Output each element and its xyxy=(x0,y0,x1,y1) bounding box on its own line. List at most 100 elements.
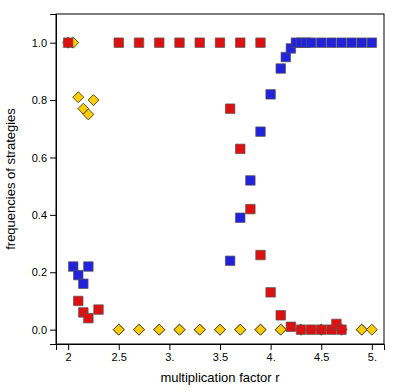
square-point xyxy=(306,38,315,47)
square-point xyxy=(266,288,275,297)
diamond-point xyxy=(316,324,327,335)
square-point xyxy=(281,52,290,61)
diamond-point xyxy=(356,324,367,335)
tick-label: 0.0 xyxy=(32,324,47,336)
series xyxy=(63,37,378,335)
tick-label: 0.6 xyxy=(32,151,47,163)
tick-label: 4.5 xyxy=(314,351,329,363)
square-point xyxy=(236,144,245,153)
tick-label: 4. xyxy=(267,351,276,363)
x-axis: 22.53.3.54.4.55. xyxy=(57,344,385,363)
square-point xyxy=(63,38,72,47)
diamond-point xyxy=(174,324,185,335)
square-point xyxy=(74,270,83,279)
tick-mark xyxy=(220,344,221,350)
tick: 0.0 xyxy=(32,324,56,336)
square-point xyxy=(256,127,265,136)
diamond-point xyxy=(255,324,266,335)
square-point xyxy=(215,38,224,47)
tick-mark xyxy=(68,344,69,350)
diamond-point xyxy=(134,324,145,335)
diamond-point xyxy=(275,324,286,335)
square-point xyxy=(266,90,275,99)
tick-mark xyxy=(119,344,120,350)
axis-domain xyxy=(57,345,385,351)
series xyxy=(63,38,346,334)
tick-mark xyxy=(50,43,56,44)
diamond-point xyxy=(194,324,205,335)
tick: 2.5 xyxy=(112,344,127,363)
diamond-point xyxy=(336,324,347,335)
square-point xyxy=(256,250,265,259)
diamond-point xyxy=(275,324,286,335)
tick-mark xyxy=(169,344,170,350)
tick: 0.8 xyxy=(32,94,56,106)
tick-mark xyxy=(50,100,56,101)
tick-label: 1.0 xyxy=(32,37,47,49)
plot-frame xyxy=(56,14,384,344)
diamond-point xyxy=(154,324,165,335)
tick-label: 2.5 xyxy=(112,351,127,363)
marks xyxy=(63,37,378,335)
square-point xyxy=(236,213,245,222)
diamond-point xyxy=(296,324,307,335)
tick-mark xyxy=(321,344,322,350)
square-point xyxy=(84,313,93,322)
square-point xyxy=(195,38,204,47)
square-point xyxy=(306,325,315,334)
square-point xyxy=(236,38,245,47)
tick: 0.6 xyxy=(32,151,56,163)
square-point xyxy=(316,325,325,334)
diamond-point xyxy=(73,92,84,103)
diamond-point xyxy=(154,324,165,335)
tick-mark xyxy=(50,272,56,273)
tick-label: 0.4 xyxy=(32,209,47,221)
diamond-point xyxy=(83,109,94,120)
axis-domain xyxy=(50,15,57,345)
square-point xyxy=(256,38,265,47)
diamond-point xyxy=(113,324,124,335)
diamond-point xyxy=(174,324,185,335)
square-point xyxy=(114,38,123,47)
tick-label: 0.8 xyxy=(32,94,47,106)
diamond-point xyxy=(255,324,266,335)
tick: 4.5 xyxy=(314,344,329,363)
diamond-point xyxy=(296,324,307,335)
diamond-point xyxy=(215,324,226,335)
diamond-point xyxy=(134,324,145,335)
square-point xyxy=(84,262,93,271)
y-axis-title: frequencies of strategies xyxy=(3,108,18,250)
tick-label: 3. xyxy=(165,351,174,363)
diamond-point xyxy=(63,37,74,48)
tick: 0.2 xyxy=(32,266,56,278)
tick: 3. xyxy=(165,344,174,363)
square-point xyxy=(357,38,366,47)
square-point xyxy=(79,279,88,288)
diamond-point xyxy=(88,95,99,106)
square-point xyxy=(337,38,346,47)
square-point xyxy=(276,311,285,320)
tick-mark xyxy=(50,330,56,331)
diamond-point xyxy=(316,324,327,335)
series xyxy=(68,38,376,289)
diamond-point xyxy=(113,324,124,335)
tick-mark xyxy=(50,215,56,216)
tick: 1.0 xyxy=(32,37,56,49)
square-point xyxy=(225,104,234,113)
plot: 22.53.3.54.4.55.0.00.20.40.60.81.0 xyxy=(32,14,385,363)
square-point xyxy=(246,204,255,213)
square-point xyxy=(134,38,143,47)
tick-mark xyxy=(372,344,373,350)
tick: 4. xyxy=(267,344,276,363)
square-point xyxy=(68,262,77,271)
tick: 0.4 xyxy=(32,209,56,221)
tick-label: 3.5 xyxy=(213,351,228,363)
tick: 5. xyxy=(368,344,377,363)
square-point xyxy=(74,296,83,305)
square-point xyxy=(327,38,336,47)
diamond-point xyxy=(235,324,246,335)
square-point xyxy=(94,305,103,314)
x-axis-title: multiplication factor r xyxy=(160,370,280,385)
diamond-point xyxy=(336,324,347,335)
square-point xyxy=(367,38,376,47)
